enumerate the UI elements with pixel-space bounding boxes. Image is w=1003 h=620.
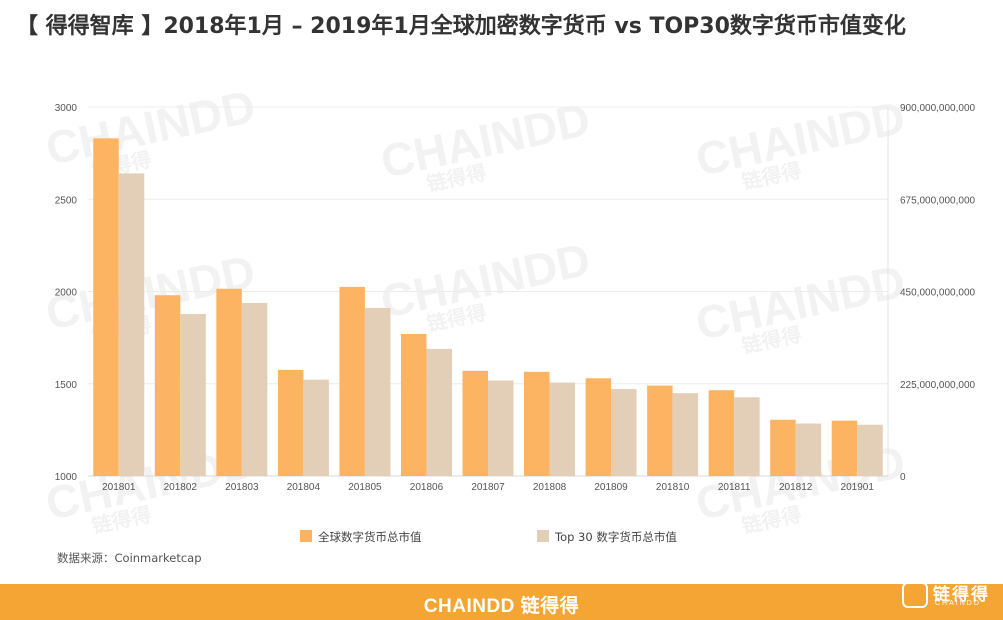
x-tick-label: 201810 bbox=[656, 482, 690, 493]
bar-top30-market-cap bbox=[180, 314, 206, 476]
legend-swatch bbox=[300, 530, 312, 542]
x-axis-labels: 201801 201802 201803 201804 201805 201806 2018… bbox=[102, 482, 874, 493]
left-tick-label: 2500 bbox=[55, 195, 78, 206]
left-axis-ticks: 1000 1500 2000 2500 3000 bbox=[55, 103, 78, 483]
bar-total-market-cap bbox=[277, 369, 304, 476]
bar-chart: CHAINDD链得得CHAINDD链得得CHAINDD链得得CHAINDD链得得… bbox=[41, 80, 976, 544]
bar-total-market-cap bbox=[339, 286, 365, 476]
footer-bar: CHAINDD 链得得 bbox=[0, 584, 1003, 620]
legend-label: 全球数字货币总市值 bbox=[318, 530, 422, 544]
bar-top30-market-cap bbox=[549, 382, 576, 476]
right-tick-label: 900,000,000,000 bbox=[900, 103, 976, 114]
logo-icon bbox=[902, 582, 928, 608]
right-tick-label: 225,000,000,000 bbox=[900, 380, 976, 391]
x-tick-label: 201805 bbox=[348, 482, 382, 493]
bar-top30-market-cap bbox=[118, 173, 145, 477]
x-tick-label: 201808 bbox=[533, 482, 567, 493]
bar-total-market-cap bbox=[400, 333, 427, 476]
corner-logo-cn: 链得得 bbox=[933, 585, 990, 605]
bar-top30-market-cap bbox=[241, 302, 268, 476]
left-tick-label: 1500 bbox=[55, 380, 78, 391]
footer-logo: CHAINDD 链得得 bbox=[423, 596, 580, 617]
bar-total-market-cap bbox=[647, 385, 673, 476]
x-tick-label: 201802 bbox=[164, 482, 198, 493]
x-tick-label: 201806 bbox=[410, 482, 444, 493]
bar-total-market-cap bbox=[585, 378, 612, 476]
bar-top30-market-cap bbox=[303, 379, 329, 476]
bar-total-market-cap bbox=[462, 370, 488, 476]
legend-swatch bbox=[537, 530, 549, 542]
bar-top30-market-cap bbox=[426, 348, 452, 476]
bar-top30-market-cap bbox=[672, 393, 699, 476]
x-tick-label: 201801 bbox=[102, 482, 136, 493]
bar-top30-market-cap bbox=[734, 397, 760, 476]
bar-top30-market-cap bbox=[611, 389, 637, 476]
bars bbox=[93, 138, 883, 477]
bar-total-market-cap bbox=[154, 295, 181, 476]
bar-total-market-cap bbox=[770, 419, 796, 476]
bar-top30-market-cap bbox=[795, 423, 822, 476]
chart-title: 【 得得智库 】2018年1月 – 2019年1月全球加密数字货币 vs TOP… bbox=[16, 14, 906, 39]
x-tick-label: 201807 bbox=[471, 482, 505, 493]
x-tick-label: 201812 bbox=[779, 482, 813, 493]
right-axis-ticks: 0 225,000,000,000 450,000,000,000 675,000,0… bbox=[900, 103, 976, 483]
bar-total-market-cap bbox=[216, 288, 242, 476]
legend-label: Top 30 数字货币总市值 bbox=[554, 530, 677, 544]
corner-logo-en: CHAINDD bbox=[935, 600, 981, 607]
bar-total-market-cap bbox=[708, 390, 735, 476]
bar-total-market-cap bbox=[93, 138, 119, 477]
right-tick-label: 675,000,000,000 bbox=[900, 195, 976, 206]
corner-logo: 链得得 CHAINDD bbox=[902, 580, 998, 610]
left-tick-label: 2000 bbox=[55, 288, 78, 299]
bar-top30-market-cap bbox=[364, 307, 391, 476]
right-tick-label: 450,000,000,000 bbox=[900, 288, 976, 299]
watermark-layer: CHAINDD链得得CHAINDD链得得CHAINDD链得得CHAINDD链得得… bbox=[41, 80, 909, 538]
right-tick-label: 0 bbox=[900, 472, 906, 483]
legend: 全球数字货币总市值 Top 30 数字货币总市值 bbox=[300, 530, 677, 544]
x-tick-label: 201803 bbox=[225, 482, 259, 493]
left-tick-label: 1000 bbox=[55, 472, 78, 483]
bar-top30-market-cap bbox=[488, 380, 514, 476]
x-tick-label: 201809 bbox=[594, 482, 628, 493]
bar-total-market-cap bbox=[831, 420, 858, 476]
x-tick-label: 201804 bbox=[287, 482, 321, 493]
bar-top30-market-cap bbox=[857, 424, 883, 476]
left-tick-label: 3000 bbox=[55, 103, 78, 114]
bar-total-market-cap bbox=[524, 371, 550, 476]
x-tick-label: 201811 bbox=[718, 482, 751, 493]
x-tick-label: 201901 bbox=[841, 482, 875, 493]
data-source-note: 数据来源：Coinmarketcap bbox=[57, 551, 202, 565]
